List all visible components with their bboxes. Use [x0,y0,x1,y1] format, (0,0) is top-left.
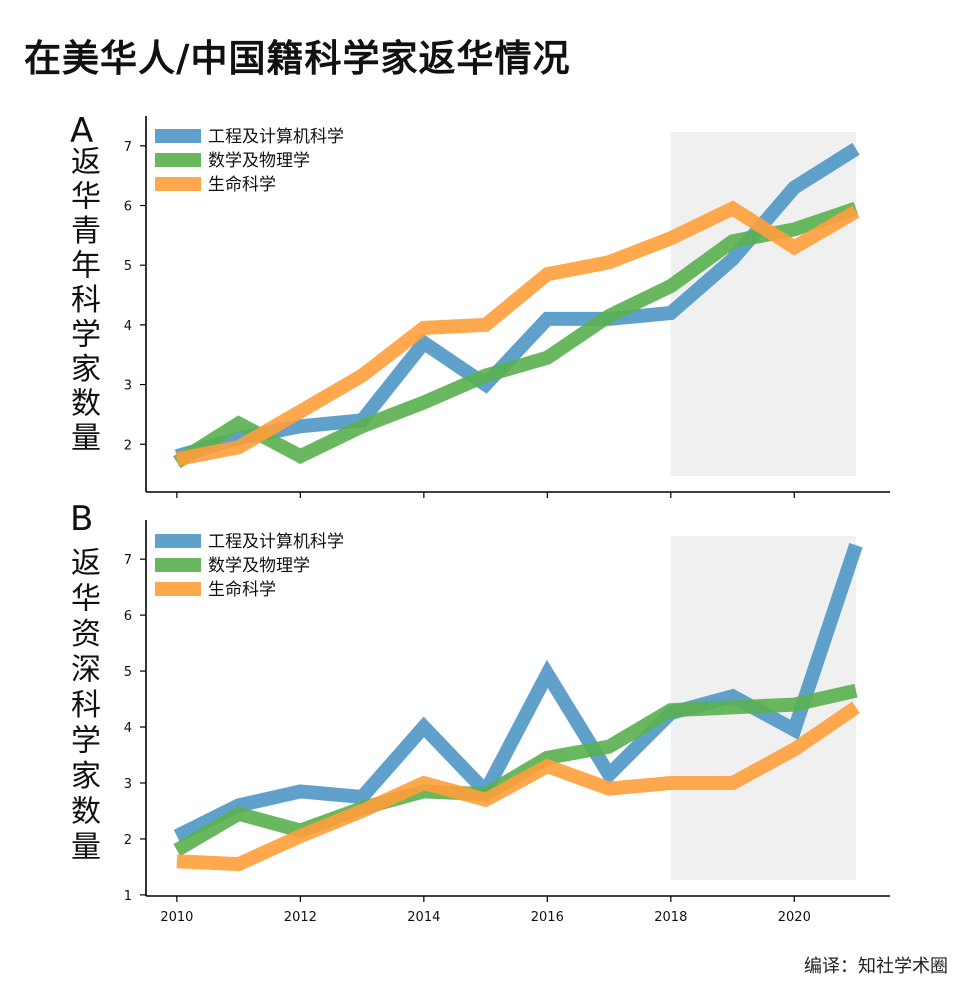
y-tick-label: 6 [124,200,132,215]
x-tick-label: 2018 [654,910,687,925]
y-tick-label: 2 [124,438,132,453]
legend-label: 数学及物理学 [208,151,310,171]
legend-label: 生命科学 [208,580,276,600]
y-tick-label: 1 [124,889,132,904]
shaded-region [670,132,857,476]
y-tick-label: 7 [124,553,132,568]
y-tick-label: 5 [124,259,132,274]
y-tick-label: 4 [124,319,132,334]
chart-panel-b: 1 2 3 4 5 6 7 2010 2012 2014 2016 2018 2020 工程及计算机科学数… [70,499,890,925]
panel-label: A [70,111,93,151]
x-tick-label: 2012 [284,910,317,925]
series-line-1 [173,201,859,469]
page-title: 在美华人/中国籍科学家返华情况 [24,37,571,80]
y-tick-label: 7 [124,140,132,155]
legend-label: 数学及物理学 [208,556,310,576]
x-tick-label: 2016 [531,910,564,925]
y-tick-label: 5 [124,665,132,680]
y-tick-label: 2 [124,833,132,848]
y-tick-label: 3 [124,777,132,792]
y-tick-label: 3 [124,379,132,394]
y-tick-label: 6 [124,609,132,624]
y-axis-label: 返华资深科学家数量 [71,546,101,865]
legend-label: 工程及计算机科学 [208,127,344,147]
series-line-2 [176,701,860,872]
panel-label: B [70,499,93,539]
x-tick-label: 2014 [407,910,440,925]
credit-text: 编译：知社学术圈 [804,956,948,977]
legend-label: 生命科学 [208,175,276,195]
series-line-0 [174,142,860,463]
x-tick-label: 2010 [160,910,193,925]
series-line-2 [175,200,860,467]
y-axis-label: 返华青年科学家数量 [71,145,101,456]
legend-label: 工程及计算机科学 [208,532,344,552]
y-tick-label: 4 [124,721,132,736]
x-tick-label: 2020 [778,910,811,925]
